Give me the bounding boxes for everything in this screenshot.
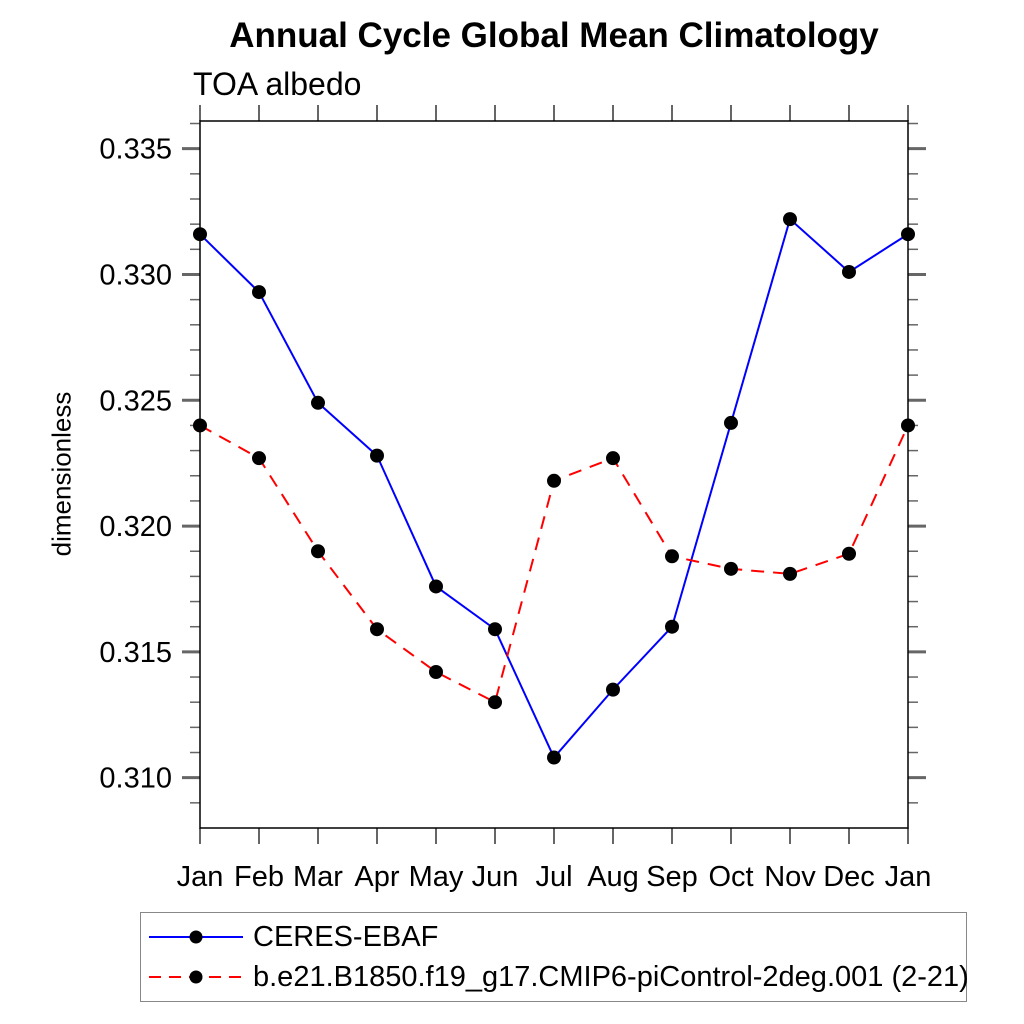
legend-sample-model-run <box>149 970 243 984</box>
data-point-marker-0 <box>783 212 797 227</box>
x-tick-label: Nov <box>764 861 816 893</box>
x-tick-label: Feb <box>234 861 284 893</box>
y-tick-label: 0.310 <box>99 763 172 795</box>
legend-box: CERES-EBAF b.e21.B1850.f19_g17.CMIP6-piC… <box>140 912 969 1002</box>
legend-item-ceres-ebaf: CERES-EBAF <box>141 917 966 957</box>
data-point-marker-0 <box>724 415 738 430</box>
x-tick-label: Dec <box>823 861 875 893</box>
x-tick-label: Jul <box>535 861 572 893</box>
x-tick-label: Jan <box>177 861 224 893</box>
data-point-marker-1 <box>252 451 266 466</box>
x-tick-label: May <box>409 861 464 893</box>
data-point-marker-0 <box>252 285 266 300</box>
y-tick-label: 0.320 <box>99 511 172 543</box>
y-tick-label: 0.335 <box>99 134 172 166</box>
legend-label-model-run: b.e21.B1850.f19_g17.CMIP6-piControl-2deg… <box>253 960 969 993</box>
x-tick-label: Aug <box>587 861 639 893</box>
data-point-marker-1 <box>429 665 443 680</box>
x-tick-label: Oct <box>708 861 753 893</box>
chart-subtitle: TOA albedo <box>193 66 362 102</box>
data-point-marker-1 <box>488 695 502 710</box>
series-line-0 <box>199 217 909 760</box>
data-point-marker-1 <box>783 566 797 581</box>
data-point-marker-0 <box>665 619 679 634</box>
legend-label-ceres-ebaf: CERES-EBAF <box>253 920 439 953</box>
series-line-1 <box>199 424 909 704</box>
y-tick-label: 0.330 <box>99 259 172 291</box>
y-tick-label: 0.325 <box>99 385 172 417</box>
x-tick-label: Sep <box>646 861 698 893</box>
legend-item-model-run: b.e21.B1850.f19_g17.CMIP6-piControl-2deg… <box>141 957 969 997</box>
y-tick-label: 0.315 <box>99 637 172 669</box>
data-point-marker-1 <box>193 418 207 433</box>
data-point-marker-0 <box>488 622 502 637</box>
data-point-marker-1 <box>842 546 856 561</box>
x-tick-label: Jan <box>885 861 932 893</box>
chart-title: Annual Cycle Global Mean Climatology <box>229 16 879 55</box>
data-point-marker-0 <box>547 750 561 765</box>
data-point-marker-1 <box>606 451 620 466</box>
x-tick-label: Mar <box>293 861 343 893</box>
data-point-marker-0 <box>370 448 384 463</box>
data-point-marker-1 <box>665 549 679 564</box>
x-tick-label: Apr <box>354 861 399 893</box>
plot-frame <box>199 120 909 829</box>
data-point-marker-0 <box>842 264 856 279</box>
x-tick-label: Jun <box>472 861 519 893</box>
legend-marker <box>189 930 203 944</box>
data-point-marker-1 <box>370 622 384 637</box>
data-point-marker-1 <box>547 473 561 488</box>
data-point-marker-1 <box>311 544 325 559</box>
data-point-marker-1 <box>901 418 915 433</box>
data-point-marker-0 <box>193 227 207 242</box>
data-point-marker-0 <box>429 579 443 594</box>
data-point-marker-1 <box>724 561 738 576</box>
legend-sample-ceres-ebaf <box>149 930 243 944</box>
data-point-marker-0 <box>311 395 325 410</box>
data-point-marker-0 <box>901 227 915 242</box>
data-point-marker-0 <box>606 682 620 697</box>
legend-marker <box>189 970 203 984</box>
